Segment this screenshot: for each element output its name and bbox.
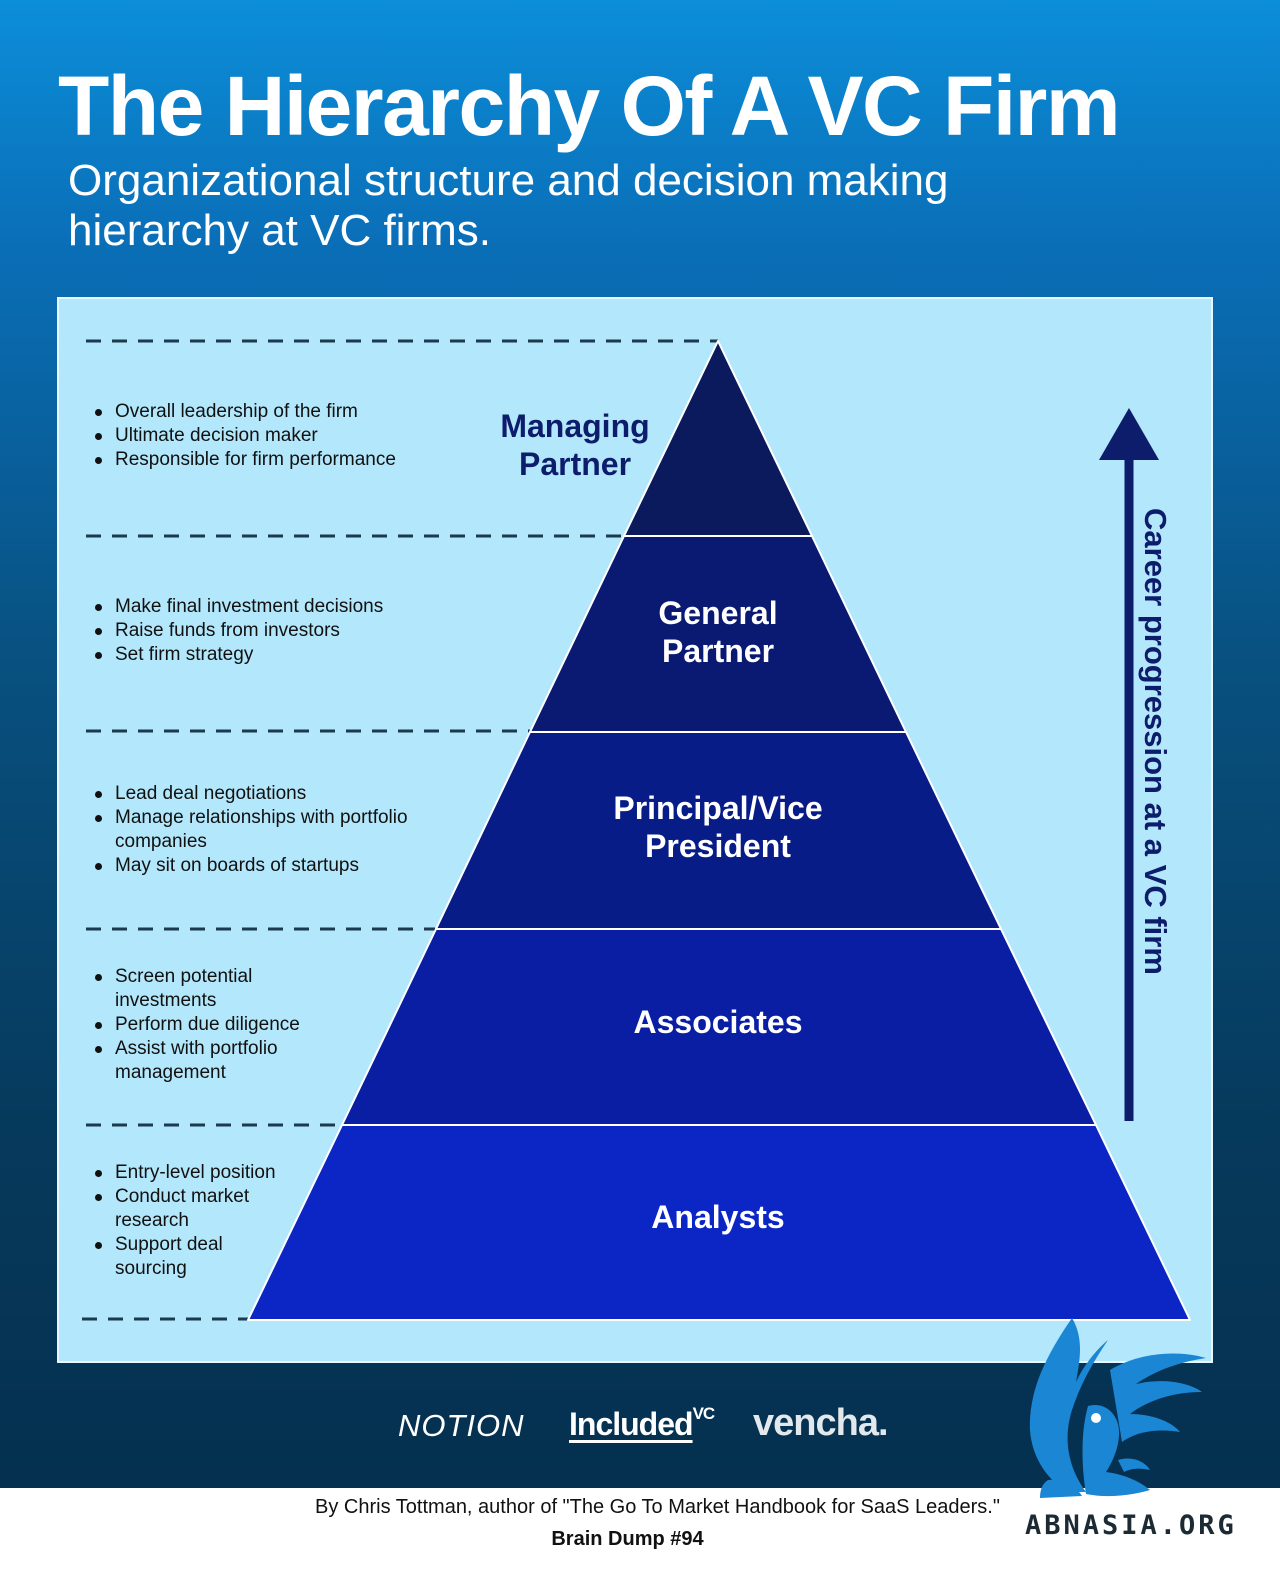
bullet-item: Support deal sourcing [94,1233,294,1281]
level-label-general-partner: General Partner [598,594,838,670]
sponsor-logos: NOTION IncludedVC vencha. [0,1400,1280,1450]
bullet-item: Screen potential investments [94,965,324,1013]
bullet-item: May sit on boards of startups [94,854,429,878]
included-vc-logo: IncludedVC [569,1404,716,1443]
watermark-text: ABNASIA.ORG [1025,1510,1237,1541]
level-label-line: Principal/Vice [613,790,823,826]
issue-label: Brain Dump #94 [551,1528,704,1550]
dashed-guides [82,339,718,1321]
level-label-line: Partner [518,446,632,482]
career-arrow [1099,408,1159,1121]
pyramid-tier-analysts [247,1124,1191,1321]
bullet-item: Overall leadership of the firm [94,400,454,424]
page-title: The Hierarchy Of A VC Firm [58,59,1121,153]
bullet-item: Manage relationships with portfolio comp… [94,806,429,854]
level-label-line: Associates [633,1004,803,1040]
notion-logo: NOTION [398,1408,525,1443]
bullet-item: Lead deal negotiations [94,782,429,806]
career-arrow-head-icon [1099,408,1159,460]
level-label-analysts: Analysts [578,1198,858,1236]
included-logo-sup: VC [692,1404,716,1423]
bullet-item: Set firm strategy [94,643,454,667]
bullet-item: Raise funds from investors [94,619,454,643]
level-label-associates: Associates [578,1003,858,1041]
level-bullets-principal-vp: Lead deal negotiations Manage relationsh… [94,782,429,878]
level-label-line: Analysts [651,1199,785,1235]
level-bullets-managing-partner: Overall leadership of the firm Ultimate … [94,400,454,472]
author-credit: By Chris Tottman, author of "The Go To M… [315,1496,1000,1518]
vencha-logo: vencha. [753,1402,889,1444]
career-axis-label: Career progression at a VC firm [1138,508,1173,975]
included-logo-text: Included [569,1406,694,1442]
level-label-managing-partner: Managing Partner [470,407,680,483]
level-bullets-associates: Screen potential investments Perform due… [94,965,324,1085]
level-label-line: President [645,828,791,864]
footer [0,1488,1280,1578]
bullet-item: Conduct market research [94,1185,294,1233]
level-label-line: Partner [661,633,775,669]
level-label-line: General [658,595,778,631]
bullet-item: Responsible for firm performance [94,448,454,472]
bullet-item: Ultimate decision maker [94,424,454,448]
pyramid [247,340,1191,1321]
bullet-item: Entry-level position [94,1161,294,1185]
bullet-item: Perform due diligence [94,1013,324,1037]
level-label-line: Managing [500,408,650,444]
bullet-item: Make final investment decisions [94,595,454,619]
level-label-principal-vp: Principal/Vice President [578,789,858,865]
level-bullets-general-partner: Make final investment decisions Raise fu… [94,595,454,667]
page-subtitle: Organizational structure and decision ma… [68,156,949,255]
bullet-item: Assist with portfolio management [94,1037,324,1085]
griffin-icon [1029,1318,1206,1498]
level-bullets-analysts: Entry-level position Conduct market rese… [94,1161,294,1281]
